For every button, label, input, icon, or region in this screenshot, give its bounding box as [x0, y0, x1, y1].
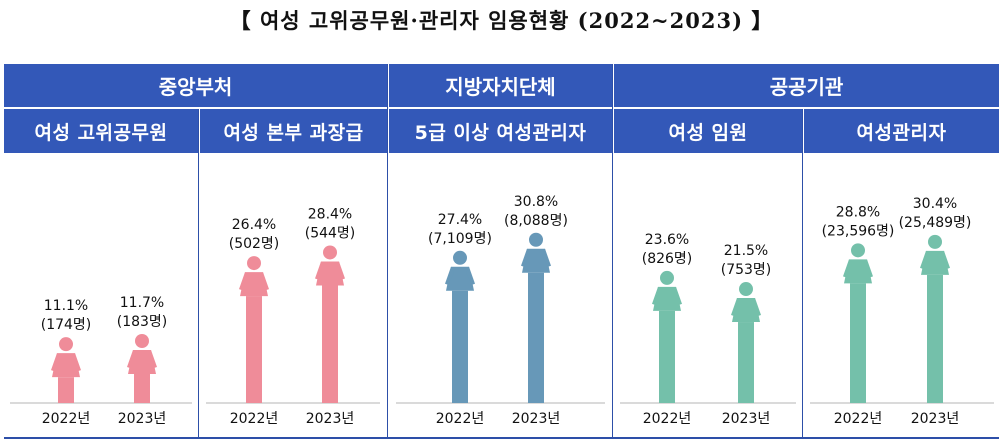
- woman-figure-bar: [920, 234, 950, 403]
- panel-header-division-heads: 여성 본부 과장급: [200, 109, 387, 153]
- year-tick-label: 2022년: [643, 411, 692, 427]
- count-label: (7,109명): [428, 231, 492, 247]
- year-tick-label: 2022년: [834, 411, 883, 427]
- count-label: (174명): [41, 317, 92, 333]
- year-tick-label: 2023년: [118, 411, 167, 427]
- woman-figure-bar: [843, 243, 873, 403]
- count-label: (8,088명): [504, 213, 568, 229]
- page-title: 【 여성 고위공무원·관리자 임용현황 (2022~2023) 】: [229, 8, 774, 33]
- figure-arm: [864, 259, 873, 278]
- value-label: 21.5%: [724, 243, 768, 259]
- figure-legs: [322, 285, 338, 403]
- figure-head: [851, 243, 865, 258]
- figure-legs: [134, 373, 150, 403]
- figure-arm: [652, 286, 661, 305]
- woman-figure-bar: [521, 232, 551, 403]
- woman-figure-bar: [239, 256, 269, 403]
- panel-header-senior-officials: 여성 고위공무원: [4, 109, 198, 153]
- figure-arm: [315, 261, 324, 280]
- divider-line: [387, 64, 388, 437]
- woman-figure-bar: [127, 333, 157, 403]
- count-label: (753명): [721, 262, 772, 278]
- woman-figure-bar: [445, 250, 475, 403]
- group-header-local: 지방자치단체: [389, 64, 612, 107]
- value-label: 11.7%: [120, 295, 164, 311]
- figure-arm: [466, 266, 475, 285]
- figure-legs: [659, 310, 675, 403]
- figure-legs: [58, 377, 74, 403]
- value-label: 27.4%: [438, 212, 482, 228]
- figure-head: [247, 256, 261, 271]
- figure-arm: [542, 248, 551, 267]
- year-tick-label: 2023년: [512, 411, 561, 427]
- count-label: (25,489명): [899, 215, 972, 231]
- figure-head: [739, 282, 753, 297]
- count-label: (23,596명): [822, 223, 895, 239]
- figure-arm: [51, 353, 60, 372]
- divider-line: [612, 64, 613, 437]
- figure-arm: [920, 250, 929, 269]
- year-tick-label: 2022년: [436, 411, 485, 427]
- figure-arm: [673, 286, 682, 305]
- figure-arm: [843, 259, 852, 278]
- figure-arm: [731, 298, 740, 317]
- year-tick-label: 2022년: [230, 411, 279, 427]
- group-header-public: 공공기관: [614, 64, 999, 107]
- value-label: 28.4%: [308, 206, 352, 222]
- value-label: 11.1%: [44, 298, 88, 314]
- woman-figure-bar: [51, 337, 81, 403]
- figure-arm: [336, 261, 345, 280]
- figure-arm: [752, 298, 761, 317]
- figure-legs: [927, 274, 943, 403]
- figure-head: [529, 232, 543, 247]
- figure-legs: [850, 283, 866, 403]
- figure-arm: [445, 266, 454, 285]
- figure-arm: [127, 349, 136, 368]
- year-tick-label: 2022년: [42, 411, 91, 427]
- value-label: 30.8%: [514, 194, 558, 210]
- divider-line: [198, 109, 199, 437]
- figure-head: [59, 337, 73, 352]
- divider-line: [802, 109, 803, 437]
- count-label: (544명): [305, 225, 356, 241]
- count-label: (183명): [117, 314, 168, 330]
- figure-arm: [148, 349, 157, 368]
- figure-arm: [239, 272, 248, 291]
- figure-arm: [260, 272, 269, 291]
- figure-head: [453, 250, 467, 265]
- count-label: (826명): [642, 251, 693, 267]
- woman-figure-bar: [731, 282, 761, 403]
- value-label: 26.4%: [232, 217, 276, 233]
- count-label: (502명): [229, 236, 280, 252]
- panel-header-local-managers: 5급 이상 여성관리자: [389, 109, 612, 153]
- panel-header-executives: 여성 임원: [614, 109, 802, 153]
- figure-arm: [941, 250, 950, 269]
- woman-figure-bar: [652, 270, 682, 403]
- woman-figure-bar: [315, 245, 345, 403]
- figure-head: [323, 245, 337, 260]
- value-label: 23.6%: [645, 232, 689, 248]
- figure-arm: [72, 353, 81, 372]
- figure-legs: [528, 272, 544, 403]
- year-tick-label: 2023년: [306, 411, 355, 427]
- figure-head: [135, 333, 149, 348]
- value-label: 30.4%: [913, 196, 957, 212]
- year-tick-label: 2023년: [911, 411, 960, 427]
- figure-arm: [521, 248, 530, 267]
- figure-legs: [738, 322, 754, 403]
- value-label: 28.8%: [836, 204, 880, 220]
- figure-legs: [452, 290, 468, 403]
- group-header-central: 중앙부처: [4, 64, 387, 107]
- panel-header-public-managers: 여성관리자: [804, 109, 999, 153]
- figure-head: [928, 234, 942, 249]
- year-tick-label: 2023년: [722, 411, 771, 427]
- figure-legs: [246, 296, 262, 403]
- figure-head: [660, 270, 674, 285]
- bottom-border: [4, 437, 999, 439]
